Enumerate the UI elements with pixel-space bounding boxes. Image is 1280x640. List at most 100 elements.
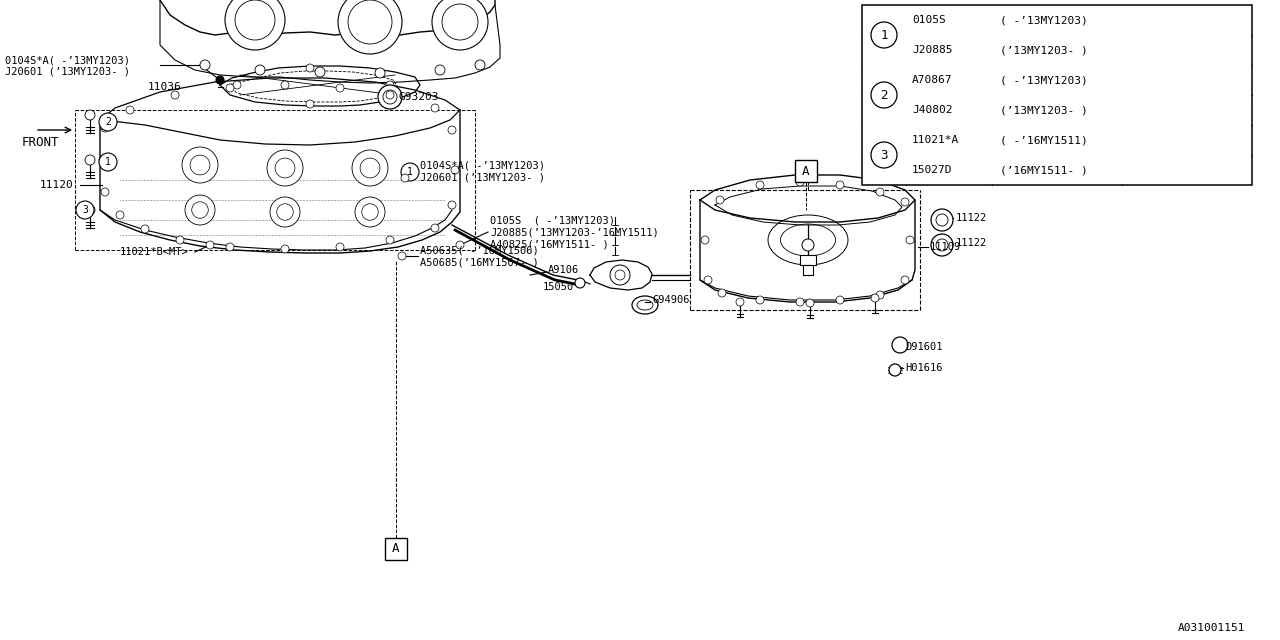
Circle shape	[796, 298, 804, 306]
Bar	[803, 265, 813, 275]
Circle shape	[191, 155, 210, 175]
Circle shape	[76, 201, 93, 219]
Text: A50685(’16MY1507- ): A50685(’16MY1507- )	[420, 257, 539, 267]
Text: A: A	[803, 164, 810, 177]
Circle shape	[401, 174, 410, 182]
Circle shape	[433, 0, 488, 50]
Circle shape	[431, 104, 439, 112]
Text: G93203: G93203	[398, 92, 439, 102]
Text: ( -’13MY1203): ( -’13MY1203)	[1000, 15, 1088, 25]
Text: FRONT: FRONT	[22, 136, 59, 148]
Text: J20601 (’13MY1203- ): J20601 (’13MY1203- )	[420, 172, 545, 182]
Circle shape	[338, 0, 402, 54]
Circle shape	[803, 239, 814, 251]
Circle shape	[177, 236, 184, 244]
Circle shape	[227, 84, 234, 92]
Text: 0104S*A( -’13MY1203): 0104S*A( -’13MY1203)	[420, 160, 545, 170]
Circle shape	[227, 243, 234, 251]
Circle shape	[306, 64, 314, 72]
Ellipse shape	[768, 215, 849, 265]
Circle shape	[275, 158, 294, 178]
Text: 11122: 11122	[956, 238, 987, 248]
Circle shape	[704, 276, 712, 284]
Circle shape	[936, 214, 948, 226]
Bar	[795, 160, 817, 182]
Circle shape	[233, 81, 241, 89]
Text: 1: 1	[105, 157, 111, 167]
Text: A: A	[392, 543, 399, 556]
Circle shape	[282, 81, 289, 89]
Circle shape	[255, 65, 265, 75]
Circle shape	[84, 110, 95, 120]
Circle shape	[890, 364, 901, 376]
Text: 2: 2	[105, 117, 111, 127]
Text: A031001151: A031001151	[1178, 623, 1245, 633]
Circle shape	[806, 299, 814, 307]
Circle shape	[99, 153, 116, 171]
Circle shape	[337, 84, 344, 92]
Circle shape	[186, 195, 215, 225]
Text: J40802: J40802	[913, 105, 952, 115]
Circle shape	[236, 0, 275, 40]
Circle shape	[718, 289, 726, 297]
Text: H01616: H01616	[905, 363, 942, 373]
Text: A9106: A9106	[548, 265, 580, 275]
Circle shape	[448, 126, 456, 134]
Circle shape	[796, 178, 804, 186]
Circle shape	[906, 236, 914, 244]
Circle shape	[936, 239, 948, 251]
Circle shape	[101, 124, 109, 132]
Circle shape	[387, 91, 394, 99]
Circle shape	[931, 209, 954, 231]
Circle shape	[352, 150, 388, 186]
Circle shape	[270, 197, 300, 227]
Circle shape	[892, 337, 908, 353]
Bar	[800, 255, 817, 265]
Text: 11122: 11122	[956, 213, 987, 223]
Circle shape	[99, 156, 108, 164]
Ellipse shape	[632, 296, 658, 314]
Text: 2: 2	[881, 88, 888, 102]
Circle shape	[870, 294, 879, 302]
Circle shape	[383, 90, 397, 104]
Circle shape	[870, 22, 897, 48]
Circle shape	[456, 241, 465, 249]
Text: (’13MY1203- ): (’13MY1203- )	[1000, 105, 1088, 115]
Text: 0104S*A( -’13MY1203): 0104S*A( -’13MY1203)	[5, 55, 131, 65]
Text: (’16MY1511- ): (’16MY1511- )	[1000, 165, 1088, 175]
Circle shape	[716, 196, 724, 204]
Circle shape	[901, 198, 909, 206]
Circle shape	[876, 188, 884, 196]
Bar	[861, 5, 1252, 185]
Circle shape	[870, 82, 897, 108]
Circle shape	[387, 81, 394, 89]
Circle shape	[756, 296, 764, 304]
Circle shape	[901, 276, 909, 284]
Circle shape	[268, 150, 303, 186]
Text: 1: 1	[881, 29, 888, 42]
Circle shape	[736, 298, 744, 306]
Circle shape	[101, 188, 109, 196]
Circle shape	[141, 225, 148, 233]
Text: D91601: D91601	[905, 342, 942, 352]
Circle shape	[451, 166, 460, 174]
Circle shape	[99, 113, 116, 131]
Circle shape	[225, 0, 285, 50]
Text: J20885: J20885	[913, 45, 952, 55]
Text: ( -’13MY1203): ( -’13MY1203)	[1000, 75, 1088, 85]
Circle shape	[435, 65, 445, 75]
Circle shape	[575, 278, 585, 288]
Text: 3: 3	[881, 148, 888, 161]
Text: 1: 1	[407, 167, 413, 177]
Text: 15050: 15050	[543, 282, 575, 292]
Ellipse shape	[781, 224, 836, 256]
Circle shape	[701, 236, 709, 244]
Circle shape	[756, 181, 764, 189]
Circle shape	[282, 245, 289, 253]
Text: 11109: 11109	[931, 242, 961, 252]
Text: A70867: A70867	[913, 75, 952, 85]
Circle shape	[931, 234, 954, 256]
Circle shape	[192, 202, 209, 218]
Circle shape	[84, 155, 95, 165]
Circle shape	[870, 142, 897, 168]
